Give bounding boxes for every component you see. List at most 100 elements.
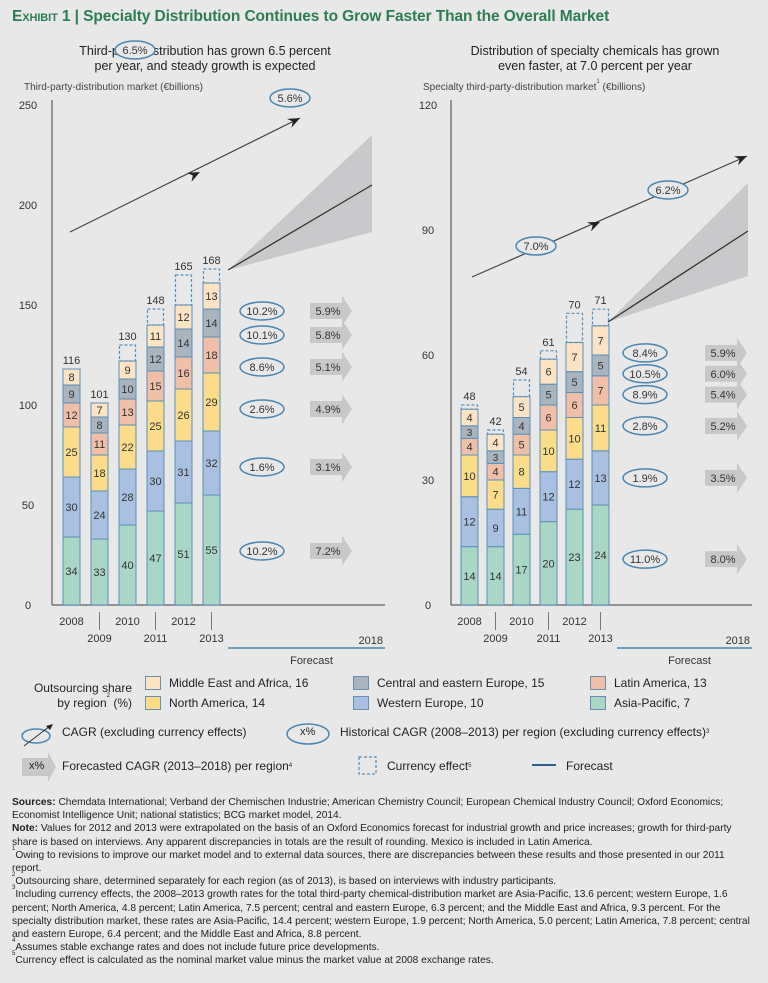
forecast-range-band (228, 135, 372, 270)
legend-label: Central and eastern Europe, 15 (377, 676, 545, 690)
bar-segment-label: 40 (121, 560, 133, 572)
currency-effect-box (118, 344, 137, 362)
legend-item-western-europe: Western Europe, 10 (353, 696, 484, 710)
regional-forecast-cagr-label: 8.0% (710, 554, 735, 566)
legend-forecast-cagr-label: Forecasted CAGR (2013–2018) per region (62, 759, 289, 773)
bar-segment-label: 11 (595, 423, 606, 435)
bar-segment-label: 29 (205, 397, 217, 409)
bar-total-label: 165 (174, 261, 192, 273)
forecast-label: Forecast (290, 655, 333, 667)
currency-effect-box (565, 312, 584, 344)
footnote-text: Outsourcing share, determined separately… (15, 876, 557, 888)
regional-forecast-cagr-label: 5.2% (710, 421, 735, 433)
legend-label: Middle East and Africa, 16 (169, 676, 309, 690)
regional-historical-cagr-ellipse (239, 357, 285, 377)
regional-forecast-cagr-label: 7.2% (315, 546, 340, 558)
regional-forecast-cagr-arrow (705, 379, 747, 410)
bar-segment-label: 13 (205, 291, 217, 303)
bar-total-label: 42 (489, 416, 501, 428)
y-tick-label: 200 (19, 200, 37, 212)
bar-segment-label: 5 (545, 390, 551, 402)
right-y-label-text: Specialty third-party-distribution marke… (423, 82, 597, 93)
exhibit-title: Exhibit 1 | Specialty Distribution Conti… (12, 8, 609, 26)
bar-segment-label: 32 (205, 458, 217, 470)
regional-historical-cagr-label: 10.2% (246, 546, 277, 558)
regional-historical-cagr-label: 10.1% (246, 330, 277, 342)
regional-forecast-cagr-label: 5.9% (315, 306, 340, 318)
currency-effect-box (146, 308, 165, 326)
y-tick-label: 90 (422, 225, 434, 237)
arrowhead-icon (187, 172, 200, 182)
regional-forecast-cagr-label: 5.8% (315, 330, 340, 342)
bar-segment-label: 12 (149, 354, 161, 366)
general-note: Note: Values for 2012 and 2013 were extr… (12, 822, 756, 848)
regional-forecast-cagr-arrow (705, 544, 747, 575)
bar-segment-label: 4 (466, 413, 472, 425)
x-tick-label: 2008 (59, 616, 83, 628)
regional-historical-cagr-ellipse (239, 541, 285, 561)
bar-segment (565, 342, 584, 373)
x-tick-label: 2010 (115, 616, 139, 628)
bar-segment-label: 12 (542, 492, 554, 504)
legend-forecast-cagr: Forecasted CAGR (2013–2018) per region 4 (62, 759, 293, 773)
bar-segment-label: 9 (492, 523, 498, 535)
regional-forecast-cagr-arrow (310, 320, 352, 350)
overall-historical-cagr-label: 6.5% (122, 45, 147, 57)
bar-segment-label: 14 (463, 571, 475, 583)
bar-segment-label: 30 (65, 502, 77, 514)
bar-segment-label: 14 (177, 338, 189, 350)
regional-forecast-cagr-arrow (705, 358, 747, 389)
x-tick-label: 2009 (87, 633, 111, 645)
right-chart (450, 100, 752, 649)
bar-segment-label: 5 (518, 440, 524, 452)
forecast-cagr-symbol: x% (29, 760, 45, 772)
forecast-range-band (608, 183, 748, 322)
legend-label: Western Europe, 10 (377, 696, 484, 710)
y-tick-label: 30 (422, 475, 434, 487)
outsourcing-title-unit: (%) (110, 696, 132, 710)
legend-label: Latin America, 13 (614, 676, 707, 690)
legend-currency-effect: Currency effect 5 (387, 759, 472, 773)
regional-historical-cagr-ellipse (622, 416, 668, 436)
cagr-arrow-ellipse-icon (21, 724, 53, 747)
outsourcing-title-region: by region (57, 696, 107, 710)
overall-historical-cagr-ellipse (114, 40, 156, 60)
regional-historical-cagr-ellipse (622, 384, 668, 405)
bar-segment-label: 8 (96, 420, 102, 432)
bar-segment-label: 3 (493, 453, 499, 464)
footnote-2: 2Outsourcing share, determined separatel… (12, 872, 756, 888)
y-tick-label: 150 (19, 300, 37, 312)
right-subtitle-line2: even faster, at 7.0 percent per year (498, 59, 692, 73)
bar-segment-label: 15 (149, 381, 161, 393)
bar-segment-label: 5 (571, 377, 577, 389)
bar-total-label: 168 (202, 255, 220, 267)
bar-segment-label: 23 (568, 552, 580, 564)
bar-segment-label: 8 (68, 372, 74, 384)
title-text: Specialty Distribution Continues to Grow… (83, 8, 610, 25)
regional-historical-cagr-ellipse (239, 399, 285, 419)
right-chart-subtitle: Distribution of specialty chemicals has … (430, 44, 760, 74)
right-y-axis-label: Specialty third-party-distribution marke… (423, 79, 645, 93)
footnote-4: 4Assumes stable exchange rates and does … (12, 938, 756, 954)
bar-segment-label: 25 (149, 421, 161, 433)
bar-segment (460, 408, 479, 427)
y-tick-label: 120 (419, 100, 437, 112)
arrowhead-icon (734, 156, 747, 166)
y-tick-label: 250 (19, 100, 37, 112)
currency-effect-box (174, 274, 193, 306)
right-subtitle-line1: Distribution of specialty chemicals has … (470, 44, 720, 58)
footnote-text: Assumes stable exchange rates and does n… (15, 942, 380, 954)
regional-forecast-cagr-arrow (310, 536, 352, 566)
currency-effect-box (202, 268, 221, 284)
sources-text: Chemdata International; Verband der Chem… (12, 797, 724, 822)
right-y-label-sup: 1 (596, 79, 600, 85)
bar-segment-label: 4 (492, 438, 498, 450)
footnote-num: 5 (12, 951, 16, 958)
footnote-5: 5Currency effect is calculated as the no… (12, 951, 756, 967)
bar-segment-label: 17 (515, 565, 527, 577)
bar-segment-label: 5 (597, 360, 603, 372)
bar-segment-label: 12 (65, 410, 77, 422)
bar-segment-label: 7 (597, 335, 603, 347)
bar-segment-label: 13 (594, 473, 606, 485)
x-tick-label: 2011 (537, 633, 561, 645)
